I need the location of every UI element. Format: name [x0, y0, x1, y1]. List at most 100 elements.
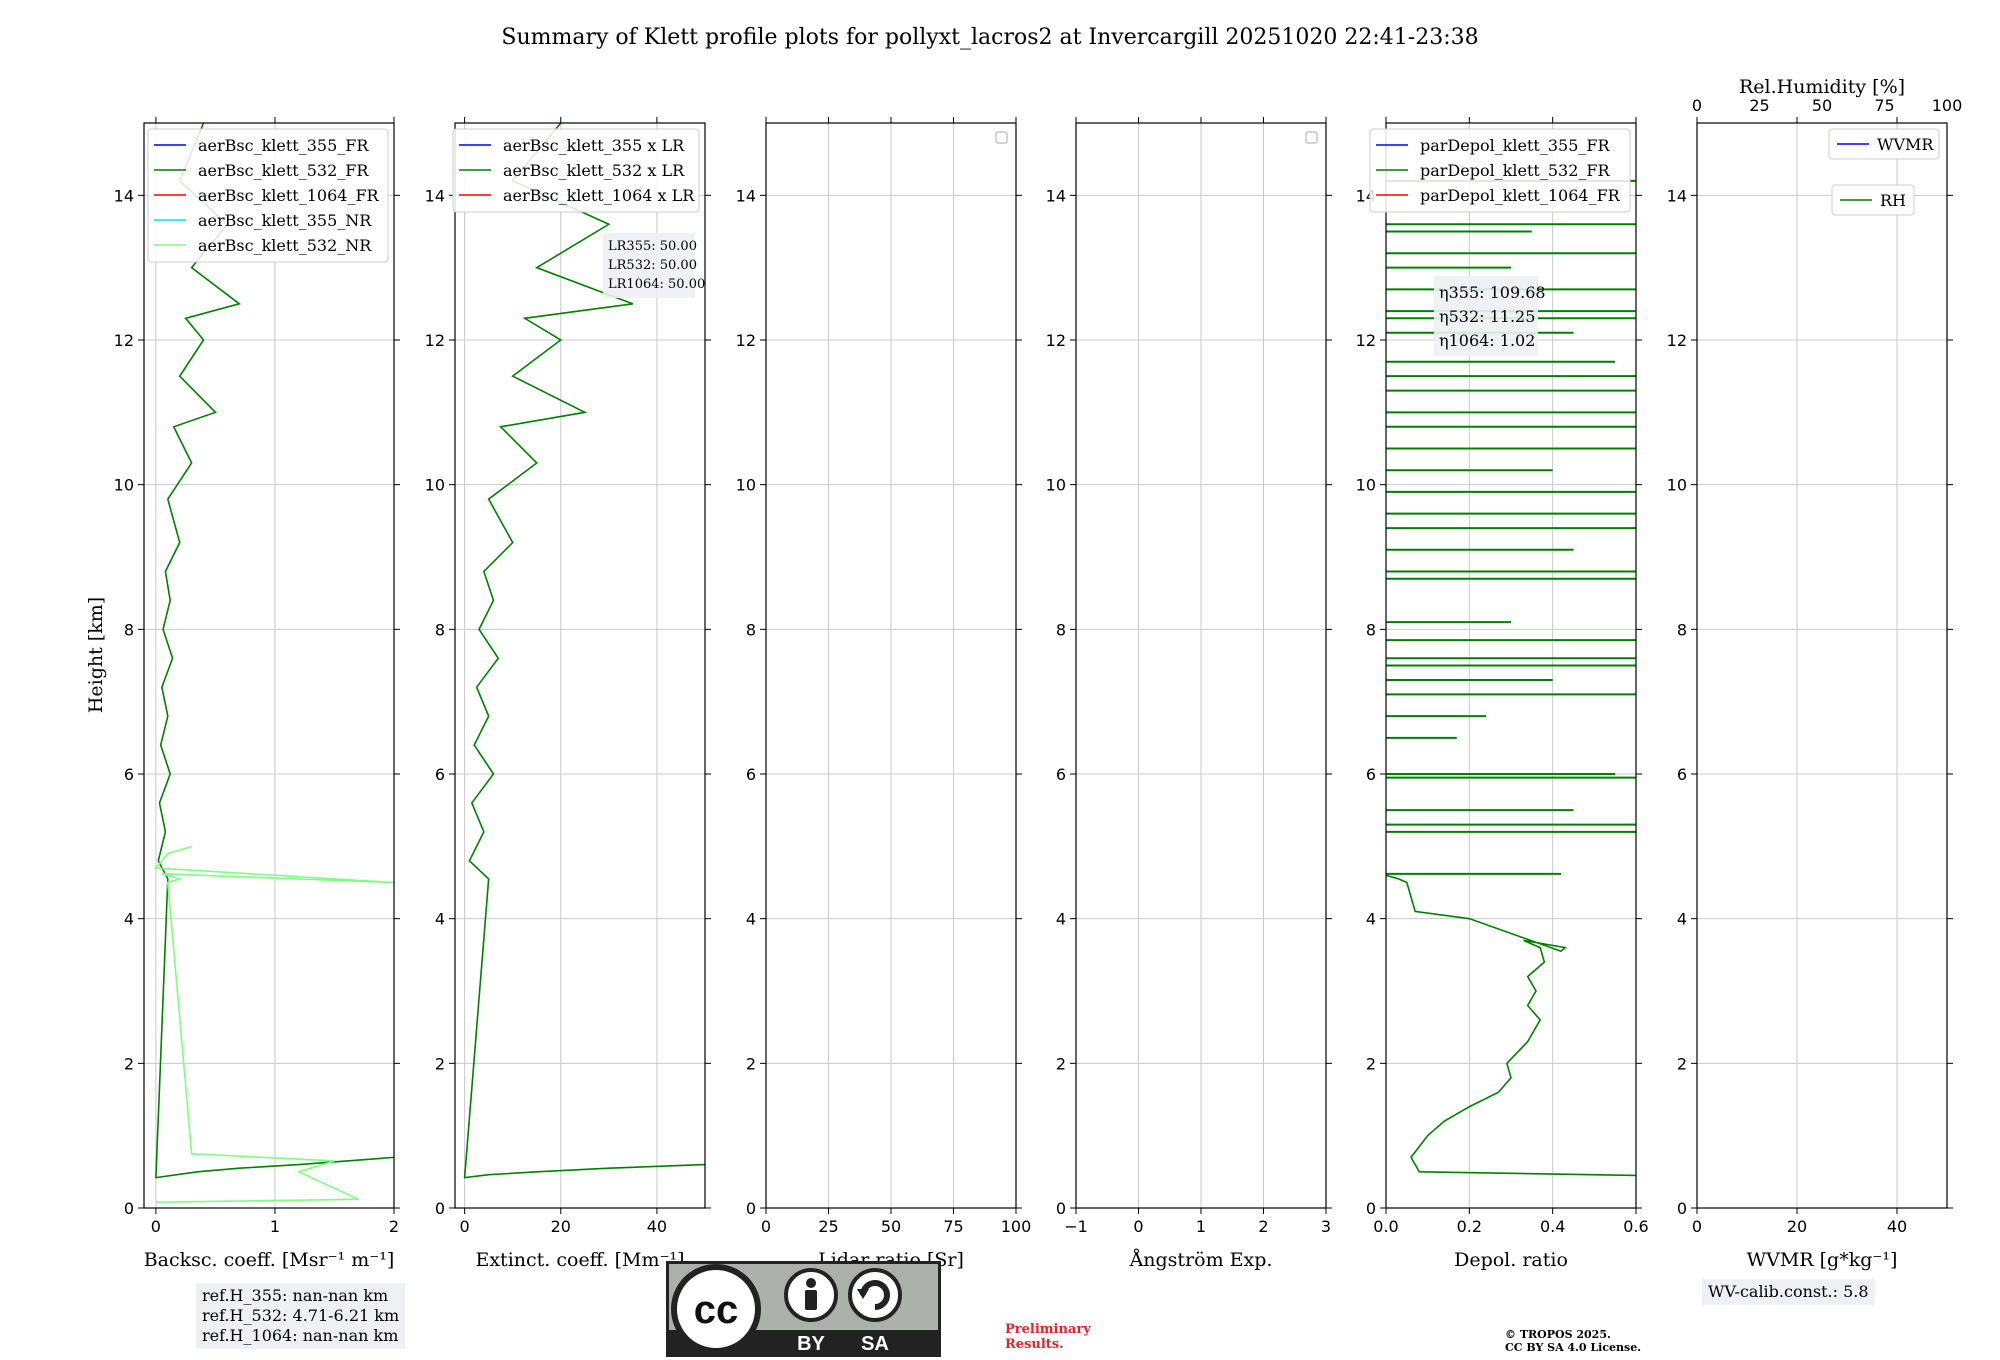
y-tick-label: 2: [124, 1054, 134, 1073]
series-aerBsc_klett_532_FR: [155, 122, 395, 1179]
annotation-box: LR355: 50.00 LR532: 50.00 LR1064: 50.00: [603, 233, 705, 298]
x-tick-label: 3: [1321, 1217, 1331, 1236]
annotation-bg: [603, 233, 695, 298]
x-axis-label: WVMR [g*kg⁻¹]: [1747, 1249, 1898, 1271]
reference-heights-box: ref.H_355: nan-nan km ref.H_532: 4.71-6.…: [196, 1283, 406, 1349]
legend-box: [1369, 128, 1631, 213]
y-tick-label: 12: [425, 331, 445, 350]
legend-box: [1828, 128, 1940, 160]
x-tick-label: 1: [1196, 1217, 1206, 1236]
legend-label: aerBsc_klett_1064 x LR: [503, 186, 695, 205]
plot-frame: [1696, 122, 1948, 1209]
x-tick-label: 0: [460, 1217, 470, 1236]
y-tick-label: 12: [1667, 331, 1687, 350]
top-tick-label: 25: [1749, 96, 1769, 115]
annotation-line: η355: 109.68: [1439, 283, 1546, 302]
top-tick-label: 0: [1692, 96, 1702, 115]
annotation-line: η1064: 1.02: [1439, 331, 1535, 350]
x-tick-label: 0: [151, 1217, 161, 1236]
y-tick-label: 0: [1677, 1199, 1687, 1218]
cc-letters: cc: [694, 1288, 739, 1332]
y-tick-label: 8: [435, 620, 445, 639]
plot-frame: [454, 122, 706, 1209]
y-tick-label: 6: [435, 765, 445, 784]
preliminary-note: Preliminary Results.: [1005, 1322, 1091, 1352]
x-axis-label: Extinct. coeff. [Mm⁻¹]: [475, 1249, 684, 1271]
annotation-box: η355: 109.68 η532: 11.25 η1064: 1.02: [1434, 276, 1546, 356]
y-tick-label: 14: [425, 186, 445, 205]
x-tick-label: 0: [1133, 1217, 1143, 1236]
y-tick-label: 4: [1056, 910, 1066, 929]
legend-box: [452, 128, 700, 213]
y-tick-label: 0: [124, 1199, 134, 1218]
x-tick-label: 0: [761, 1217, 771, 1236]
y-tick-label: 2: [435, 1054, 445, 1073]
annotation-line: LR532: 50.00: [608, 258, 697, 273]
legend-label: parDepol_klett_355_FR: [1420, 136, 1611, 155]
y-tick-label: 2: [746, 1054, 756, 1073]
x-tick-label: 2: [1258, 1217, 1268, 1236]
empty-legend: [995, 131, 1008, 144]
y-tick-label: 2: [1056, 1054, 1066, 1073]
y-tick-label: 12: [736, 331, 756, 350]
y-tick-label: 4: [1677, 910, 1687, 929]
x-tick-label: 1: [270, 1217, 280, 1236]
legend-label: aerBsc_klett_355_NR: [198, 211, 372, 230]
y-tick-label: 8: [1366, 620, 1376, 639]
x-tick-label: 40: [647, 1217, 667, 1236]
y-tick-label: 2: [1677, 1054, 1687, 1073]
cc-by-sa-badge: cc BY SA: [666, 1261, 941, 1357]
top-tick-label: 100: [1932, 96, 1963, 115]
x-axis-label: Depol. ratio: [1454, 1249, 1568, 1271]
x-tick-label: 0: [1692, 1217, 1702, 1236]
y-tick-label: 4: [435, 910, 445, 929]
annotation-line: LR1064: 50.00: [608, 277, 705, 292]
ref-height-532: ref.H_532: 4.71-6.21 km: [202, 1306, 400, 1325]
x-tick-label: 0.2: [1457, 1217, 1482, 1236]
panel-extinction: 0 20 40 0 2 4 6 8 10 12 14 Extinct. coeff. [Mm⁻¹] ae…: [425, 117, 711, 1271]
y-tick-label: 12: [114, 331, 134, 350]
legend-box: [147, 128, 389, 263]
x-tick-label: 20: [1787, 1217, 1807, 1236]
annotation-line: LR355: 50.00: [608, 239, 697, 254]
legend-wvmr: WVMR: [1828, 128, 1940, 160]
legend-label: aerBsc_klett_1064_FR: [198, 186, 380, 205]
ref-height-1064: ref.H_1064: nan-nan km: [202, 1326, 399, 1345]
legend-label: WVMR: [1877, 135, 1934, 154]
ref-height-355: ref.H_355: nan-nan km: [202, 1286, 389, 1305]
legend-label: parDepol_klett_1064_FR: [1420, 186, 1621, 205]
x-tick-label: 0.4: [1540, 1217, 1565, 1236]
legend-label: aerBsc_klett_532_FR: [198, 161, 369, 180]
wv-calibration-constant: WV-calib.const.: 5.8: [1708, 1282, 1869, 1301]
annotation-line: η532: 11.25: [1439, 307, 1535, 326]
y-tick-label: 14: [114, 186, 134, 205]
y-tick-label: 4: [124, 910, 134, 929]
panel-wvmr: 0 20 40 0 2 4 6 8 10 12 14 WVMR [g*kg⁻¹] 0 25 50 75 100 R…: [1667, 76, 1963, 1271]
x-tick-label: 2: [389, 1217, 399, 1236]
legend: parDepol_klett_355_FR parDepol_klett_532_…: [1369, 128, 1631, 213]
y-tick-label: 0: [435, 1199, 445, 1218]
top-axis-label: Rel.Humidity [%]: [1739, 76, 1905, 98]
x-tick-label: 0.6: [1623, 1217, 1648, 1236]
y-tick-label: 4: [746, 910, 756, 929]
x-tick-label: 40: [1887, 1217, 1907, 1236]
plot-frame: [143, 122, 395, 1209]
y-tick-label: 6: [1366, 765, 1376, 784]
y-tick-label: 10: [1356, 476, 1376, 495]
y-tick-label: 10: [736, 476, 756, 495]
x-tick-label: 25: [818, 1217, 838, 1236]
top-tick-label: 75: [1874, 96, 1894, 115]
y-tick-label: 10: [425, 476, 445, 495]
empty-legend: [1305, 131, 1318, 144]
wv-calibration-box: WV-calib.const.: 5.8: [1702, 1279, 1875, 1305]
y-tick-label: 10: [1046, 476, 1066, 495]
y-tick-label: 14: [1667, 186, 1687, 205]
legend-rh: RH: [1831, 184, 1915, 216]
x-axis-label: Backsc. coeff. [Msr⁻¹ m⁻¹]: [144, 1249, 395, 1271]
legend-label: parDepol_klett_532_FR: [1420, 161, 1611, 180]
y-tick-label: 14: [1046, 186, 1066, 205]
